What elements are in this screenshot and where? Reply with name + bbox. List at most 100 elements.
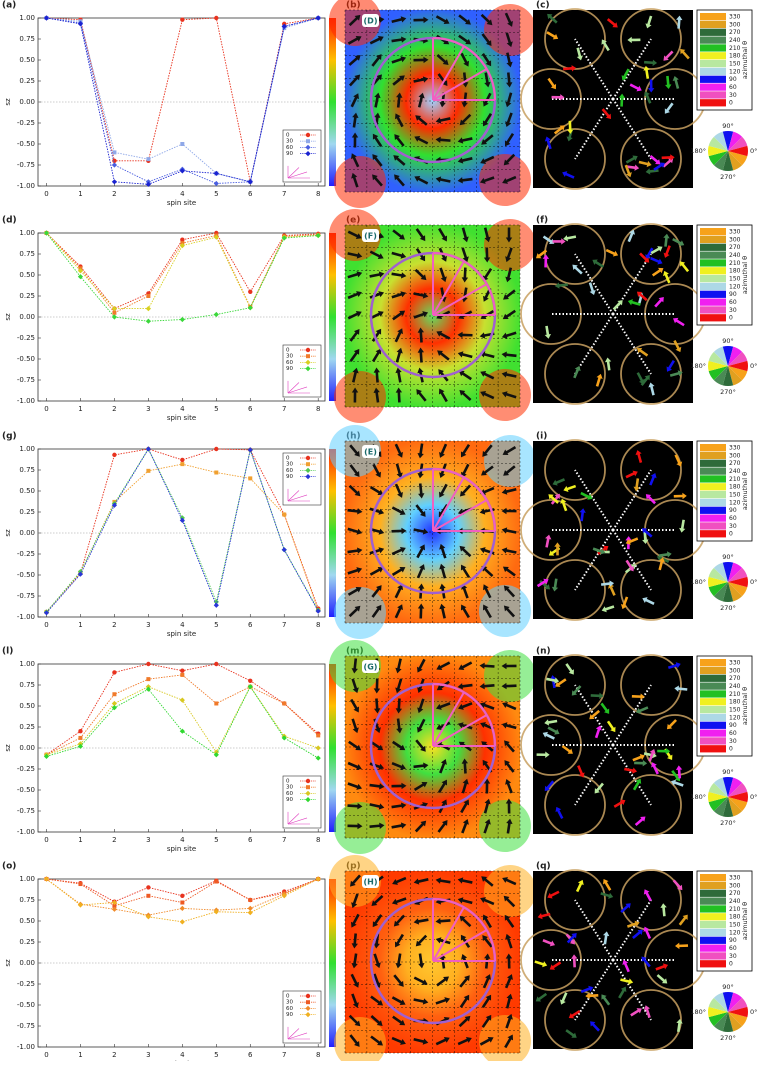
arrow-shape: [482, 914, 492, 929]
y-tick-label: 0.50: [19, 917, 35, 925]
pie-label: 90°: [722, 768, 734, 776]
arrow-shape: [369, 250, 384, 259]
spin-arrow: [573, 365, 581, 379]
spin-arrow: [435, 15, 450, 25]
arrow-shape: [417, 698, 425, 714]
spin-arrow: [632, 754, 645, 762]
spin-arrow: [505, 993, 513, 1009]
x-tick-label: 8: [316, 405, 320, 413]
spin-arrow: [439, 443, 448, 458]
spin-arrow: [435, 702, 451, 710]
data-point: [77, 571, 84, 577]
spin-arrow: [505, 933, 513, 949]
arrow-shape: [391, 897, 407, 905]
arrow-shape: [603, 878, 612, 891]
pie-slice: [708, 351, 728, 366]
pie-slice: [728, 1012, 748, 1027]
arrow-shape: [536, 751, 550, 758]
spin-arrow: [369, 311, 384, 320]
spin-arrow: [572, 264, 583, 275]
spin-arrow: [542, 731, 555, 740]
arrow-shape: [480, 465, 494, 476]
spin-arrow: [535, 992, 548, 1002]
spin-arrow: [624, 767, 638, 774]
arrow-shape: [482, 935, 493, 948]
legend-marker: [305, 359, 311, 365]
arrow-shape: [351, 678, 359, 694]
spin-arrow: [394, 933, 404, 948]
spin-arrow: [413, 918, 429, 925]
spin-arrow: [665, 75, 672, 89]
series-line: [46, 663, 319, 756]
spin-arrow: [347, 271, 363, 279]
fan-line: [432, 691, 465, 747]
data-point: [180, 672, 185, 677]
arrow-shape: [562, 171, 575, 179]
pie-slice: [728, 136, 748, 151]
data-point: [281, 893, 287, 899]
arrow-shape: [480, 391, 495, 400]
spin-arrow: [395, 463, 403, 479]
pie-label: 180°: [690, 147, 706, 155]
arrow-shape: [542, 235, 555, 245]
data-point: [43, 230, 50, 236]
arrow-shape: [481, 33, 492, 46]
spin-arrow: [394, 584, 403, 599]
key-label: 30: [729, 523, 737, 530]
x-tick-label: 6: [248, 836, 253, 844]
spin-arrow: [676, 1018, 683, 1032]
key-label: 150: [729, 60, 741, 67]
arrow-shape: [666, 359, 675, 372]
fan-line: [432, 260, 465, 316]
arrow-shape: [414, 820, 427, 833]
arrow-shape: [651, 762, 659, 775]
pie-slice: [722, 561, 734, 582]
arrow-shape: [371, 348, 382, 363]
spin-arrow: [481, 1014, 492, 1028]
spin-arrow: [501, 547, 517, 554]
spin-arrow: [348, 1014, 361, 1027]
pie-slice: [728, 582, 743, 602]
spin-arrow: [643, 65, 650, 79]
key-swatch: [700, 874, 726, 882]
arrow-shape: [675, 942, 689, 950]
pie-slice: [728, 351, 748, 366]
pie-label: 0°: [750, 362, 757, 370]
arrow-shape: [653, 162, 665, 171]
arrow-shape: [501, 371, 517, 378]
heat-blob: [334, 802, 386, 854]
spin-arrow: [503, 585, 516, 598]
spin-arrow: [369, 36, 384, 45]
heat-blob: [479, 1015, 531, 1065]
pie-label: 180°: [690, 362, 706, 370]
spin-arrow: [663, 245, 671, 258]
pie-slice: [713, 562, 728, 582]
spin-arrow: [371, 585, 382, 598]
spin-arrow: [460, 52, 469, 67]
data-point: [179, 517, 185, 523]
heat-blob: [334, 1017, 386, 1065]
data-point: [179, 697, 185, 703]
spin-arrow: [566, 933, 577, 944]
spin-arrow: [417, 327, 425, 343]
pie-slice: [713, 797, 728, 817]
fan-arc: [432, 683, 496, 747]
arrow-shape: [546, 31, 559, 40]
arrow-shape: [370, 1015, 383, 1026]
arrow-shape: [347, 527, 363, 535]
spin-arrow: [435, 997, 451, 1005]
series-line: [46, 17, 319, 183]
arrow-shape: [350, 973, 359, 988]
pie-slice: [713, 366, 728, 386]
y-axis-label: sz: [4, 98, 12, 106]
arrow-shape: [676, 15, 683, 29]
key-swatch: [700, 729, 726, 737]
arrow-shape: [392, 229, 405, 240]
legend-marker: [305, 797, 311, 803]
spin-arrow: [505, 267, 513, 283]
fan-arc: [432, 252, 496, 316]
y-tick-label: -1.00: [17, 828, 35, 836]
spin-arrow: [547, 13, 558, 24]
ring: [620, 128, 682, 190]
y-tick-label: 0.00: [19, 529, 35, 537]
